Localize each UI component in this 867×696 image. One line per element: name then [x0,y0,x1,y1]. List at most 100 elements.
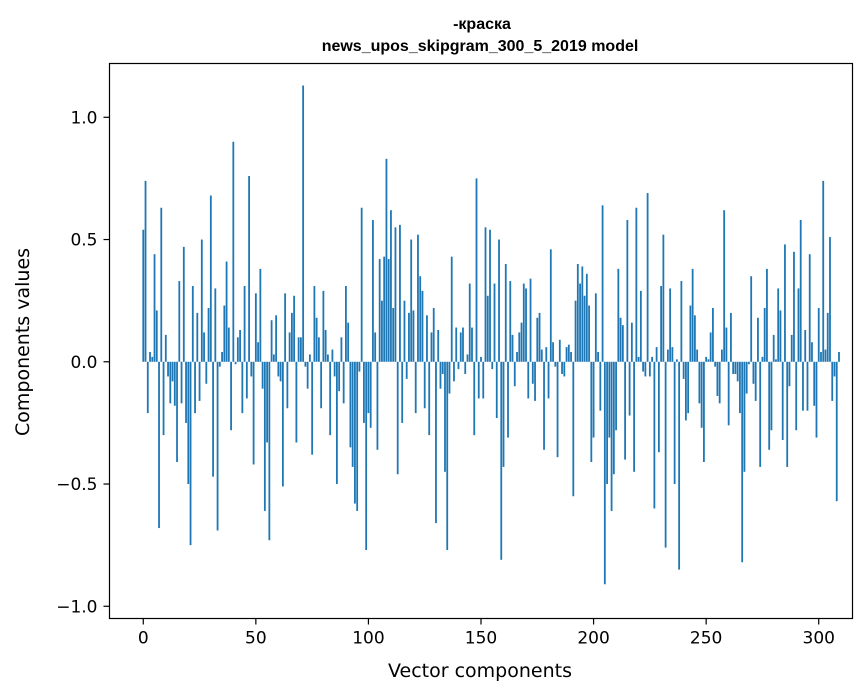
bar-207 [608,361,611,438]
bar-153 [486,295,489,362]
bar-223 [644,361,647,377]
bar-239 [680,281,683,362]
bar-222 [642,361,645,372]
bar-245 [693,315,696,362]
x-tick-label: 300 [803,629,835,649]
bar-271 [752,361,755,384]
bar-234 [669,288,672,362]
bar-113 [396,361,399,475]
bar-96 [358,361,361,372]
bar-252 [709,332,712,362]
bar-201 [594,293,597,362]
bar-163 [509,281,512,362]
bar-41 [234,361,237,365]
bar-189 [567,344,570,362]
bar-145 [468,283,471,362]
bar-285 [784,244,786,362]
bar-130 [435,361,437,524]
bar-111 [392,307,395,362]
bar-290 [795,361,798,431]
bar-133 [441,361,444,374]
bar-2 [146,361,149,414]
bar-86 [336,361,338,485]
bar-171 [527,361,530,399]
bar-29 [207,307,210,362]
bar-6 [155,310,158,362]
bar-7 [158,361,160,529]
bar-123 [419,276,422,362]
bar-233 [666,349,669,362]
bar-211 [617,268,620,362]
bar-204 [601,205,604,362]
bar-240 [682,361,685,379]
bar-97 [360,207,363,362]
bar-172 [529,278,532,362]
bar-242 [687,361,690,414]
bar-259 [725,327,728,362]
bar-59 [275,315,278,362]
bar-89 [342,361,345,404]
bar-152 [484,227,487,362]
bar-100 [367,361,370,414]
bar-149 [477,361,480,399]
bar-110 [390,210,392,362]
bar-53 [261,361,264,389]
bar-231 [662,234,665,362]
bar-286 [786,361,789,467]
plot-frame [108,62,854,620]
bar-3 [149,352,151,362]
bar-174 [534,361,536,401]
bar-27 [203,332,205,362]
bar-260 [727,361,730,426]
y-tick-label: 1.0 [70,108,97,128]
bar-180 [547,361,550,399]
bar-0 [142,229,145,362]
bar-1 [144,180,147,362]
bar-62 [281,361,284,487]
bar-226 [651,356,654,362]
bar-138 [453,361,455,382]
bar-117 [405,361,408,379]
bar-15 [176,361,178,463]
y-axis-ticks: −1.0 −0.5 0.0 0.5 1.0 [56,108,110,617]
bar-291 [797,288,800,362]
bar-54 [263,361,266,511]
bar-186 [561,361,563,374]
bar-165 [513,361,516,387]
bar-99 [365,361,368,551]
bar-24 [196,312,199,362]
bar-14 [173,361,176,406]
bar-17 [180,361,183,404]
bar-275 [761,356,764,362]
bar-251 [707,359,710,362]
bar-26 [200,239,203,362]
bar-164 [511,334,514,362]
bar-90 [345,285,347,362]
bar-168 [520,322,523,362]
x-tick-label: 150 [465,629,497,649]
bar-228 [655,347,658,362]
bar-106 [381,300,383,362]
bar-194 [579,283,581,362]
bar-237 [675,359,678,362]
chart-title-line1: -краска [453,16,511,33]
x-tick-label: 0 [138,629,149,649]
bar-244 [691,268,694,362]
bar-4 [151,356,154,362]
x-axis-label: Vector components [388,660,572,682]
bar-146 [471,327,473,362]
bar-150 [480,356,482,362]
bar-203 [599,361,602,411]
bar-220 [637,356,640,362]
bar-128 [430,332,433,362]
bar-38 [227,327,230,362]
bar-50 [254,293,257,362]
bar-48 [250,361,253,377]
bar-132 [439,361,442,389]
bar-246 [696,349,699,362]
bar-144 [466,354,469,362]
bar-166 [516,352,518,362]
bar-208 [610,361,613,511]
bar-256 [718,361,721,404]
bar-85 [333,361,336,377]
